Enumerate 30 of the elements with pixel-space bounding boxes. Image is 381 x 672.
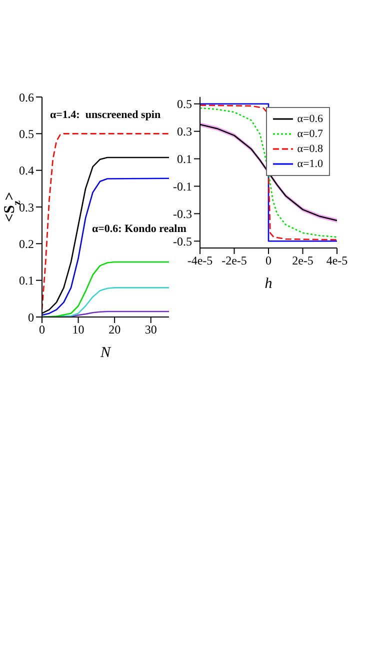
y-tick-label: -0.1 <box>173 179 192 194</box>
y-tick-label: 0.1 <box>19 274 34 288</box>
x-tick-label: 0 <box>266 254 272 268</box>
y-tick-label: 0.5 <box>177 97 192 112</box>
x-tick-label: 2e-5 <box>292 254 314 268</box>
annotation: α=0.6: Kondo realm <box>92 223 186 235</box>
y-tick-label: 0.5 <box>19 126 34 141</box>
x-axis-title: N <box>99 345 112 361</box>
x-tick-label: 0 <box>39 322 45 337</box>
y-tick-label: 0.1 <box>177 152 192 166</box>
x-tick-label: 20 <box>108 322 121 337</box>
y-tick-label: 0.4 <box>19 164 34 178</box>
y-tick-label: 0.6 <box>19 90 34 104</box>
x-tick-label: 30 <box>144 322 157 337</box>
x-axis-title: h <box>264 276 272 292</box>
y-tick-label: -0.5 <box>173 234 192 248</box>
y-tick-label: 0 <box>28 310 34 324</box>
x-tick-label: 10 <box>72 322 84 337</box>
y-tick-label: -0.3 <box>173 206 192 221</box>
y-tick-label: 0.3 <box>19 200 34 214</box>
annotation: α=1.4: unscreened spin <box>50 109 161 121</box>
x-tick-label: -2e-5 <box>222 254 247 268</box>
y-tick-label: 0.2 <box>19 236 34 251</box>
legend-label: α=0.8 <box>297 143 323 155</box>
y-tick-label: 0.3 <box>177 124 192 139</box>
legend-label: α=0.6 <box>297 113 323 125</box>
legend-label: α=1.0 <box>297 158 323 170</box>
legend-label: α=0.7 <box>297 128 323 140</box>
x-tick-label: 4e-5 <box>326 254 348 268</box>
x-tick-label: -4e-5 <box>187 254 213 268</box>
